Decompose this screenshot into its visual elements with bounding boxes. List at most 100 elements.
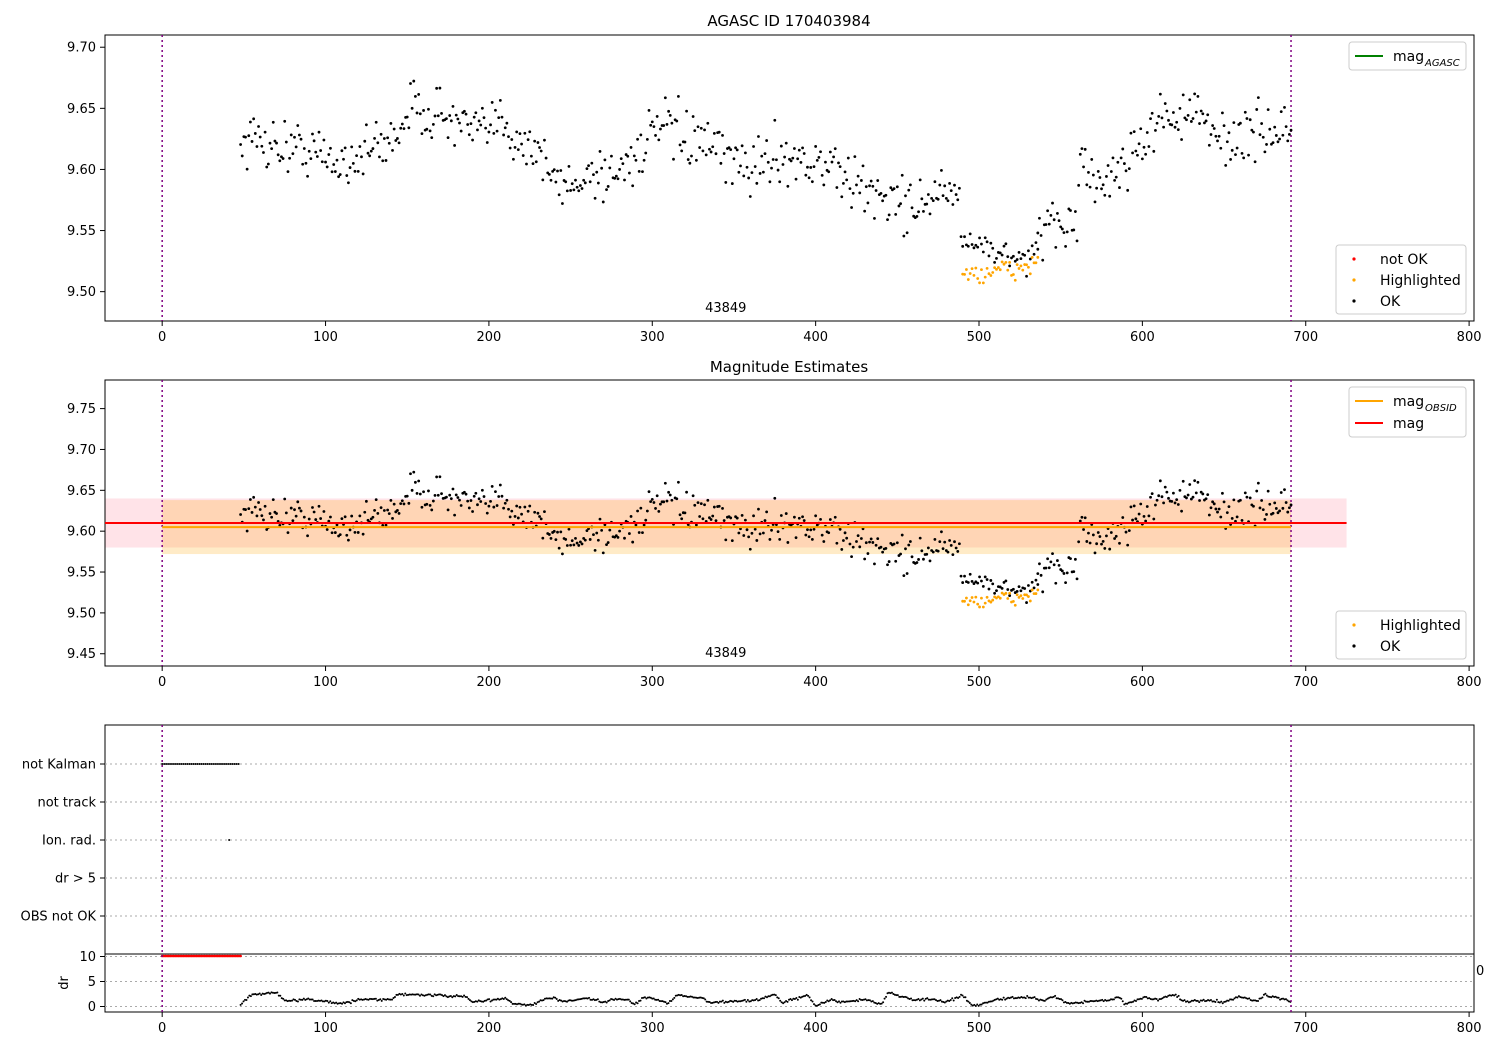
dr-point: [824, 1001, 827, 1004]
dr-point: [443, 994, 446, 997]
dr-point: [1102, 1000, 1105, 1003]
dr-point: [633, 1003, 636, 1006]
ok-point: [1044, 566, 1048, 570]
ok-point: [284, 511, 288, 515]
ok-point: [592, 173, 595, 177]
dr-point: [895, 994, 898, 997]
ok-point: [1221, 491, 1224, 495]
ok-point: [819, 517, 822, 521]
ok-point: [595, 531, 599, 535]
ok-point: [740, 144, 744, 148]
ok-point: [667, 109, 671, 113]
dr-point: [701, 997, 704, 1000]
ok-point: [412, 79, 416, 83]
ok-point: [407, 126, 411, 130]
ok-point: [639, 506, 643, 510]
highlighted-point: [972, 273, 976, 277]
ok-point: [763, 519, 767, 522]
ok-point: [400, 499, 404, 503]
ok-point: [1281, 506, 1285, 510]
dr-point: [730, 1000, 733, 1003]
panel-estimates-obsid-label: 43849: [705, 646, 746, 661]
ok-point: [1087, 170, 1090, 174]
dr-point: [1036, 998, 1039, 1001]
ok-point: [289, 133, 293, 137]
ok-point: [864, 185, 868, 189]
ok-point: [941, 547, 945, 551]
ok-point: [781, 163, 785, 166]
dr-point: [389, 998, 392, 1001]
ok-point: [761, 170, 765, 174]
highlighted-point: [1019, 594, 1023, 598]
dr-point: [805, 993, 808, 996]
flag-point: [202, 763, 205, 765]
ok-point: [353, 169, 357, 173]
highlighted-point: [985, 266, 989, 270]
dr-point: [967, 1000, 970, 1003]
ok-point: [742, 174, 746, 178]
ok-point: [312, 139, 316, 143]
ok-point: [641, 170, 644, 174]
panel1-xtick-label: 400: [803, 675, 828, 690]
ok-point: [717, 504, 721, 508]
ok-point: [724, 538, 728, 542]
ok-point: [1054, 245, 1058, 249]
ok-point: [508, 146, 512, 150]
ok-point: [1127, 529, 1131, 533]
ok-point: [1091, 533, 1095, 537]
ok-point: [1017, 251, 1021, 254]
dr-point: [604, 1000, 607, 1003]
ok-point: [381, 523, 385, 527]
ok-point: [951, 553, 955, 557]
dr-point: [655, 998, 658, 1001]
ok-point: [252, 117, 256, 121]
ok-point: [1101, 183, 1105, 187]
ok-point: [319, 517, 323, 520]
ok-point: [397, 141, 401, 145]
ok-point: [1010, 256, 1013, 260]
highlighted-point: [972, 600, 976, 604]
dr-point: [958, 995, 961, 998]
ok-point: [471, 138, 474, 142]
flag-point: [188, 763, 191, 765]
ok-point: [363, 139, 367, 143]
ok-point: [1273, 125, 1277, 129]
ok-point: [564, 180, 568, 184]
ok-point: [1175, 120, 1179, 124]
ok-point: [392, 127, 396, 131]
ok-point: [1170, 499, 1174, 503]
dr-point: [492, 998, 495, 1001]
flag-point: [170, 763, 173, 765]
ok-point: [417, 479, 421, 483]
ok-point: [1113, 178, 1116, 182]
ok-point: [1131, 518, 1134, 522]
ok-point: [485, 141, 489, 144]
ok-point: [1051, 552, 1054, 556]
ok-point: [1279, 110, 1283, 114]
ok-point: [587, 164, 590, 168]
ok-point: [812, 165, 816, 169]
ok-point: [1163, 102, 1167, 105]
flag-point: [178, 763, 181, 765]
dr-point: [374, 997, 377, 1000]
ok-point: [389, 121, 393, 125]
highlighted-point: [1013, 278, 1017, 282]
ok-point: [1232, 498, 1236, 502]
dr-point: [291, 999, 294, 1002]
flag-point: [161, 763, 164, 765]
dr-point: [980, 1003, 983, 1006]
ok-point: [585, 529, 589, 533]
ok-point: [1189, 120, 1193, 123]
ok-point: [366, 151, 370, 155]
ok-point: [747, 176, 751, 180]
ok-point: [1245, 117, 1249, 120]
ok-point: [1155, 498, 1159, 502]
flag-point: [229, 763, 232, 765]
ok-point: [440, 111, 443, 115]
ok-point: [1170, 123, 1174, 127]
dr-point: [1012, 997, 1015, 1000]
ok-point: [709, 518, 713, 521]
dr-point: [1045, 998, 1048, 1001]
flag-point: [225, 763, 228, 765]
flag-point: [186, 763, 189, 765]
